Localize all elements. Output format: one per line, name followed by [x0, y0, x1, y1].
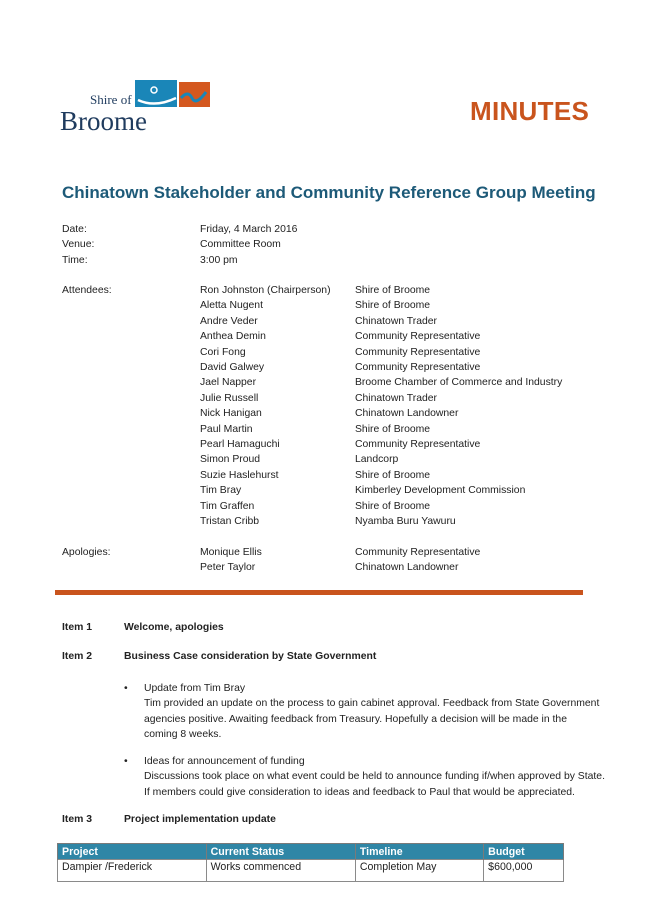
attendee-name: Paul Martin — [200, 423, 253, 435]
attendee-organisation: Broome Chamber of Commerce and Industry — [355, 377, 563, 389]
document-type: MINUTES — [470, 96, 590, 126]
attendee-name: Suzie Haslehurst — [200, 469, 279, 481]
attendee-name: Aletta Nugent — [200, 300, 263, 312]
col-project: Project — [57, 843, 207, 860]
attendee-name: Ron Johnston (Chairperson) — [200, 285, 331, 296]
shire-of-broome-logo: Shire of Broome — [60, 80, 210, 133]
attendee-organisation: Chinatown Trader — [355, 315, 438, 327]
cell-timeline: Completion May — [354, 859, 485, 882]
apology-name: Peter Taylor — [200, 562, 256, 574]
attendee-organisation: Shire of Broome — [355, 469, 431, 481]
attendee-name: Tim Graffen — [200, 500, 255, 512]
apology-name: Monique Ellis — [200, 547, 262, 558]
apology-organisation: Chinatown Landowner — [355, 562, 459, 574]
apology-organisation: Community Representative — [355, 547, 481, 558]
attendee-name: Pearl Hamaguchi — [200, 439, 280, 450]
apologies-label: Apologies: — [62, 547, 111, 558]
cell-status: Works commenced — [205, 859, 356, 882]
attendee-name: Nick Hanigan — [200, 408, 262, 420]
attendee-name: Tristan Cribb — [200, 516, 260, 527]
table-row: Dampier /Frederick Works commenced Compl… — [57, 859, 564, 882]
attendee-name: Tim Bray — [200, 485, 242, 497]
detail-label: Time: — [62, 254, 88, 266]
attendee-organisation: Community Representative — [355, 331, 481, 343]
project-table: Project Current Status Timeline Budget D… — [57, 843, 564, 882]
attendee-organisation: Landcorp — [355, 454, 399, 466]
attendee-organisation: Shire of Broome — [355, 285, 431, 296]
col-budget: Budget — [483, 843, 564, 860]
table-header-row: Project Current Status Timeline Budget — [57, 843, 564, 860]
detail-value: Friday, 4 March 2016 — [200, 224, 298, 235]
attendee-name: Andre Veder — [200, 315, 258, 327]
attendees-label: Attendees: — [62, 285, 112, 296]
attendee-name: Julie Russell — [200, 392, 259, 404]
cell-budget: $600,000 — [483, 859, 564, 882]
attendee-name: Jael Napper — [200, 377, 257, 389]
attendee-organisation: Nyamba Buru Yawuru — [355, 516, 456, 527]
meeting-title: Chinatown Stakeholder and Community Refe… — [62, 183, 596, 202]
col-timeline: Timeline — [354, 843, 485, 860]
attendee-organisation: Shire of Broome — [355, 500, 431, 512]
attendee-organisation: Kimberley Development Commission — [355, 485, 526, 497]
attendee-organisation: Community Representative — [355, 362, 481, 373]
attendee-name: Cori Fong — [200, 346, 246, 358]
detail-label: Venue: — [62, 239, 95, 251]
detail-value: Committee Room — [200, 239, 281, 251]
col-status: Current Status — [205, 843, 356, 860]
attendee-organisation: Chinatown Landowner — [355, 408, 459, 420]
cell-project: Dampier /Frederick — [57, 859, 207, 882]
attendee-organisation: Community Representative — [355, 346, 481, 358]
svg-text:Broome: Broome — [60, 106, 147, 133]
svg-text:Shire of: Shire of — [90, 92, 132, 107]
attendee-organisation: Shire of Broome — [355, 300, 431, 312]
attendee-organisation: Shire of Broome — [355, 423, 431, 435]
section-divider — [55, 590, 583, 595]
detail-value: 3:00 pm — [200, 254, 238, 266]
attendee-name: David Galwey — [200, 362, 265, 373]
attendee-name: Anthea Demin — [200, 331, 266, 343]
attendee-organisation: Chinatown Trader — [355, 392, 438, 404]
attendee-organisation: Community Representative — [355, 439, 481, 450]
attendee-name: Simon Proud — [200, 454, 261, 466]
detail-label: Date: — [62, 224, 87, 235]
